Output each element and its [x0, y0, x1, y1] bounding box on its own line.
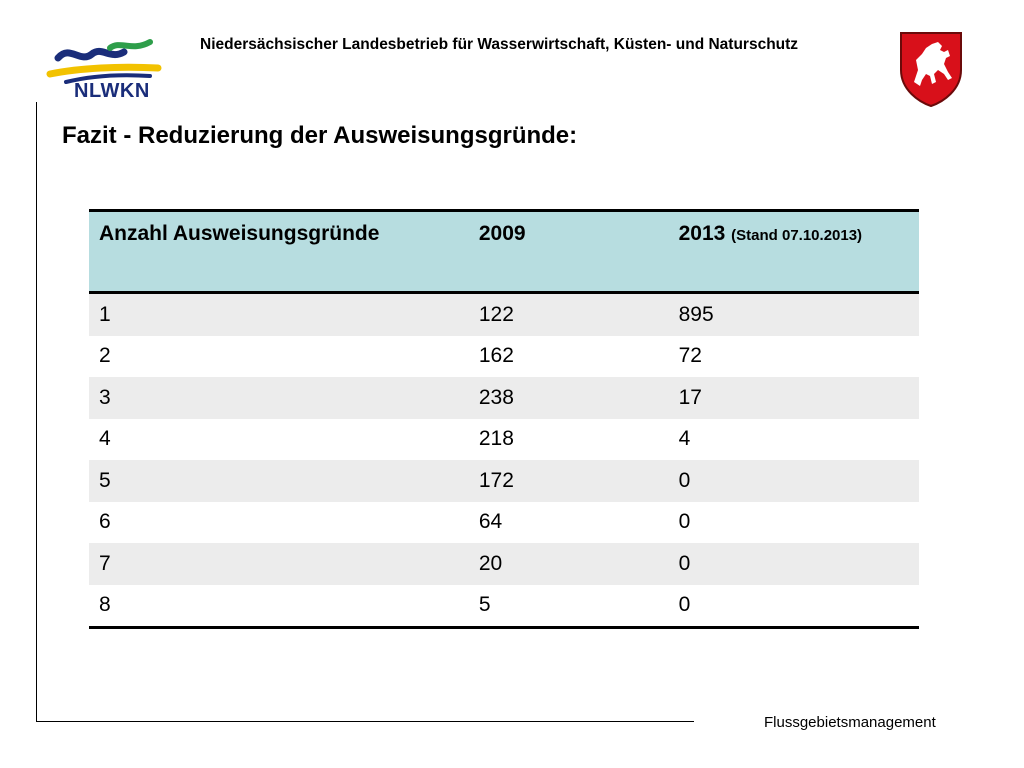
- cell-2009: 5: [469, 585, 669, 628]
- frame-vertical-line: [36, 102, 37, 722]
- footer-text: Flussgebietsmanagement: [764, 714, 936, 731]
- table-row: 3 238 17: [89, 377, 919, 419]
- cell-2009: 172: [469, 460, 669, 502]
- header-2009-label: 2009: [479, 222, 526, 245]
- cell-2013: 0: [669, 543, 919, 585]
- data-table: Anzahl Ausweisungsgründe 2009 2013 (Stan…: [89, 209, 919, 629]
- table-row: 1 122 895: [89, 293, 919, 336]
- header-2013-note: (Stand 07.10.2013): [731, 227, 862, 244]
- cell-reasons: 5: [89, 460, 469, 502]
- cell-2009: 20: [469, 543, 669, 585]
- cell-reasons: 2: [89, 336, 469, 378]
- cell-reasons: 3: [89, 377, 469, 419]
- cell-2013: 72: [669, 336, 919, 378]
- cell-2009: 238: [469, 377, 669, 419]
- header-count-reasons: Anzahl Ausweisungsgründe: [89, 211, 469, 293]
- logo-text: NLWKN: [74, 80, 150, 103]
- table-row: 4 218 4: [89, 419, 919, 461]
- cell-2009: 162: [469, 336, 669, 378]
- header-count-reasons-label: Anzahl Ausweisungsgründe: [99, 222, 379, 245]
- table-row: 6 64 0: [89, 502, 919, 544]
- organization-name: Niedersächsischer Landesbetrieb für Wass…: [200, 36, 798, 54]
- header-2013-label: 2013: [679, 222, 726, 245]
- cell-2013: 4: [669, 419, 919, 461]
- cell-2013: 0: [669, 585, 919, 628]
- table-header-row: Anzahl Ausweisungsgründe 2009 2013 (Stan…: [89, 211, 919, 293]
- cell-reasons: 7: [89, 543, 469, 585]
- cell-2013: 895: [669, 293, 919, 336]
- header-2009: 2009: [469, 211, 669, 293]
- table-row: 8 5 0: [89, 585, 919, 628]
- table-row: 2 162 72: [89, 336, 919, 378]
- lower-saxony-horse-crest-icon: [898, 30, 964, 108]
- table-row: 5 172 0: [89, 460, 919, 502]
- table-row: 7 20 0: [89, 543, 919, 585]
- header-2013: 2013 (Stand 07.10.2013): [669, 211, 919, 293]
- cell-2009: 218: [469, 419, 669, 461]
- cell-2013: 0: [669, 502, 919, 544]
- cell-2009: 122: [469, 293, 669, 336]
- frame-horizontal-line: [36, 721, 694, 722]
- cell-reasons: 8: [89, 585, 469, 628]
- cell-2009: 64: [469, 502, 669, 544]
- cell-reasons: 6: [89, 502, 469, 544]
- cell-2013: 17: [669, 377, 919, 419]
- cell-reasons: 1: [89, 293, 469, 336]
- cell-reasons: 4: [89, 419, 469, 461]
- cell-2013: 0: [669, 460, 919, 502]
- page-title: Fazit - Reduzierung der Ausweisungsgründ…: [62, 122, 577, 150]
